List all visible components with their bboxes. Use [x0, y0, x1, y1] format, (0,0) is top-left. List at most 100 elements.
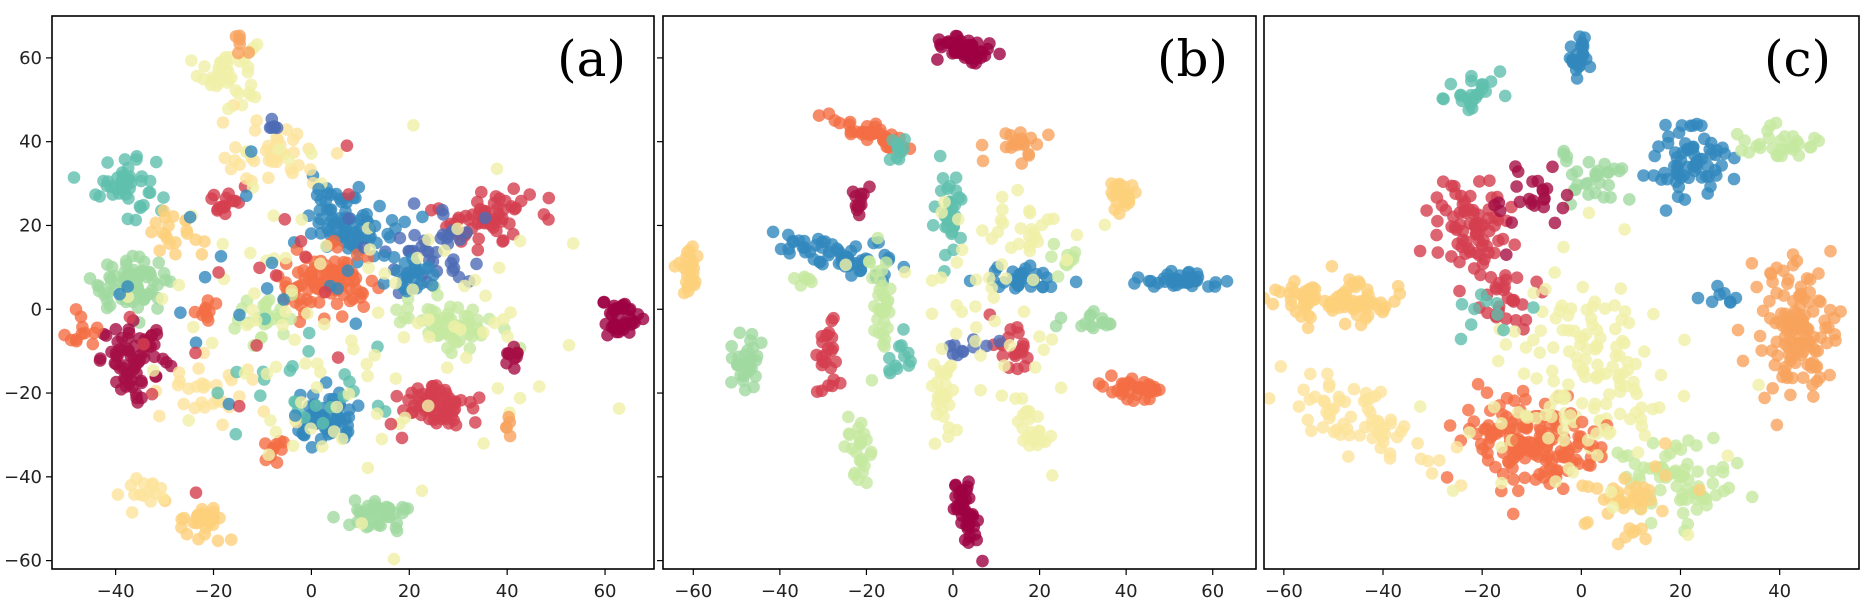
data-point: [1750, 280, 1763, 294]
data-point: [1324, 404, 1337, 417]
data-point: [1106, 385, 1119, 399]
data-point: [1707, 431, 1720, 445]
data-point: [822, 326, 836, 340]
data-point: [1698, 132, 1711, 146]
data-point: [146, 477, 159, 490]
data-point: [898, 265, 912, 279]
data-point: [414, 408, 428, 422]
data-point: [1691, 291, 1705, 305]
data-point: [205, 336, 219, 350]
data-point: [1301, 321, 1315, 335]
data-point: [229, 30, 243, 43]
data-point: [1338, 285, 1351, 299]
data-point: [1537, 471, 1551, 484]
data-point: [198, 270, 212, 284]
data-point: [985, 281, 998, 295]
data-point: [883, 366, 897, 380]
data-point: [532, 380, 546, 393]
data-point: [746, 341, 760, 355]
data-point: [157, 191, 170, 204]
data-point: [542, 191, 556, 205]
data-point: [1095, 312, 1109, 325]
data-point: [342, 387, 356, 401]
data-point: [766, 225, 780, 239]
data-point: [1498, 89, 1512, 103]
data-point: [878, 340, 891, 353]
data-point: [1388, 295, 1401, 308]
data-point: [1786, 258, 1800, 272]
data-point: [1523, 444, 1536, 458]
data-point: [1545, 410, 1558, 424]
data-point: [969, 321, 983, 334]
data-point: [816, 235, 829, 249]
data-point: [935, 206, 948, 219]
data-point: [103, 299, 117, 312]
data-point: [111, 171, 124, 184]
data-point: [1003, 339, 1017, 352]
data-point: [732, 358, 746, 371]
data-point: [1672, 126, 1686, 139]
scatter-panel-1: −40 −20 0 20 40 60 −60 −40 −20 0 20 40 60 (a): [4, 15, 655, 602]
data-point: [1598, 302, 1612, 315]
data-point: [1025, 235, 1038, 249]
data-point: [1137, 376, 1151, 389]
data-point: [163, 237, 176, 250]
data-point: [822, 248, 835, 262]
data-point: [401, 301, 415, 315]
data-point: [1491, 354, 1505, 368]
data-point: [1599, 397, 1613, 411]
data-point: [1770, 148, 1783, 161]
data-point: [201, 314, 215, 327]
data-point: [496, 235, 509, 248]
data-point: [948, 42, 961, 56]
data-point: [828, 114, 842, 127]
data-point: [117, 266, 131, 279]
data-point: [1347, 382, 1361, 396]
panel-label: (a): [557, 30, 626, 88]
data-point: [343, 518, 356, 532]
data-point: [926, 219, 940, 232]
data-point: [1046, 469, 1059, 482]
data-point: [105, 345, 118, 359]
data-point: [1795, 348, 1808, 362]
data-point: [1304, 367, 1317, 381]
data-point: [1579, 177, 1593, 191]
data-point: [1303, 393, 1317, 406]
data-point: [863, 180, 876, 194]
data-point: [147, 364, 160, 377]
scatter-panel-3: −60 −40 −20 0 20 40 (c): [1263, 15, 1860, 602]
data-point: [299, 357, 312, 370]
data-point: [847, 468, 861, 482]
x-tick-label: 60: [594, 581, 617, 602]
data-point: [1745, 257, 1759, 270]
data-point: [1431, 246, 1445, 259]
data-point: [782, 228, 795, 242]
data-point: [1672, 180, 1686, 194]
data-point: [597, 295, 611, 309]
data-point: [1570, 165, 1584, 178]
data-point: [1054, 381, 1068, 395]
data-point: [500, 356, 513, 370]
data-point: [1033, 330, 1046, 343]
data-point: [122, 192, 135, 205]
data-point: [1731, 456, 1744, 470]
data-point: [1530, 372, 1543, 385]
data-point: [368, 349, 382, 362]
data-point: [397, 331, 411, 344]
data-point: [863, 126, 876, 139]
data-point: [1813, 371, 1827, 384]
data-point: [145, 225, 158, 239]
data-point: [1566, 56, 1580, 69]
data-point: [942, 398, 956, 412]
data-point: [993, 47, 1006, 61]
data-point: [1659, 204, 1673, 217]
data-point: [1829, 334, 1842, 347]
data-point: [1727, 172, 1741, 186]
data-point: [1483, 174, 1496, 187]
x-tick-label: 40: [1768, 581, 1791, 602]
data-point: [438, 244, 451, 257]
data-point: [304, 295, 318, 309]
data-point: [1590, 371, 1603, 385]
data-point: [142, 186, 156, 199]
